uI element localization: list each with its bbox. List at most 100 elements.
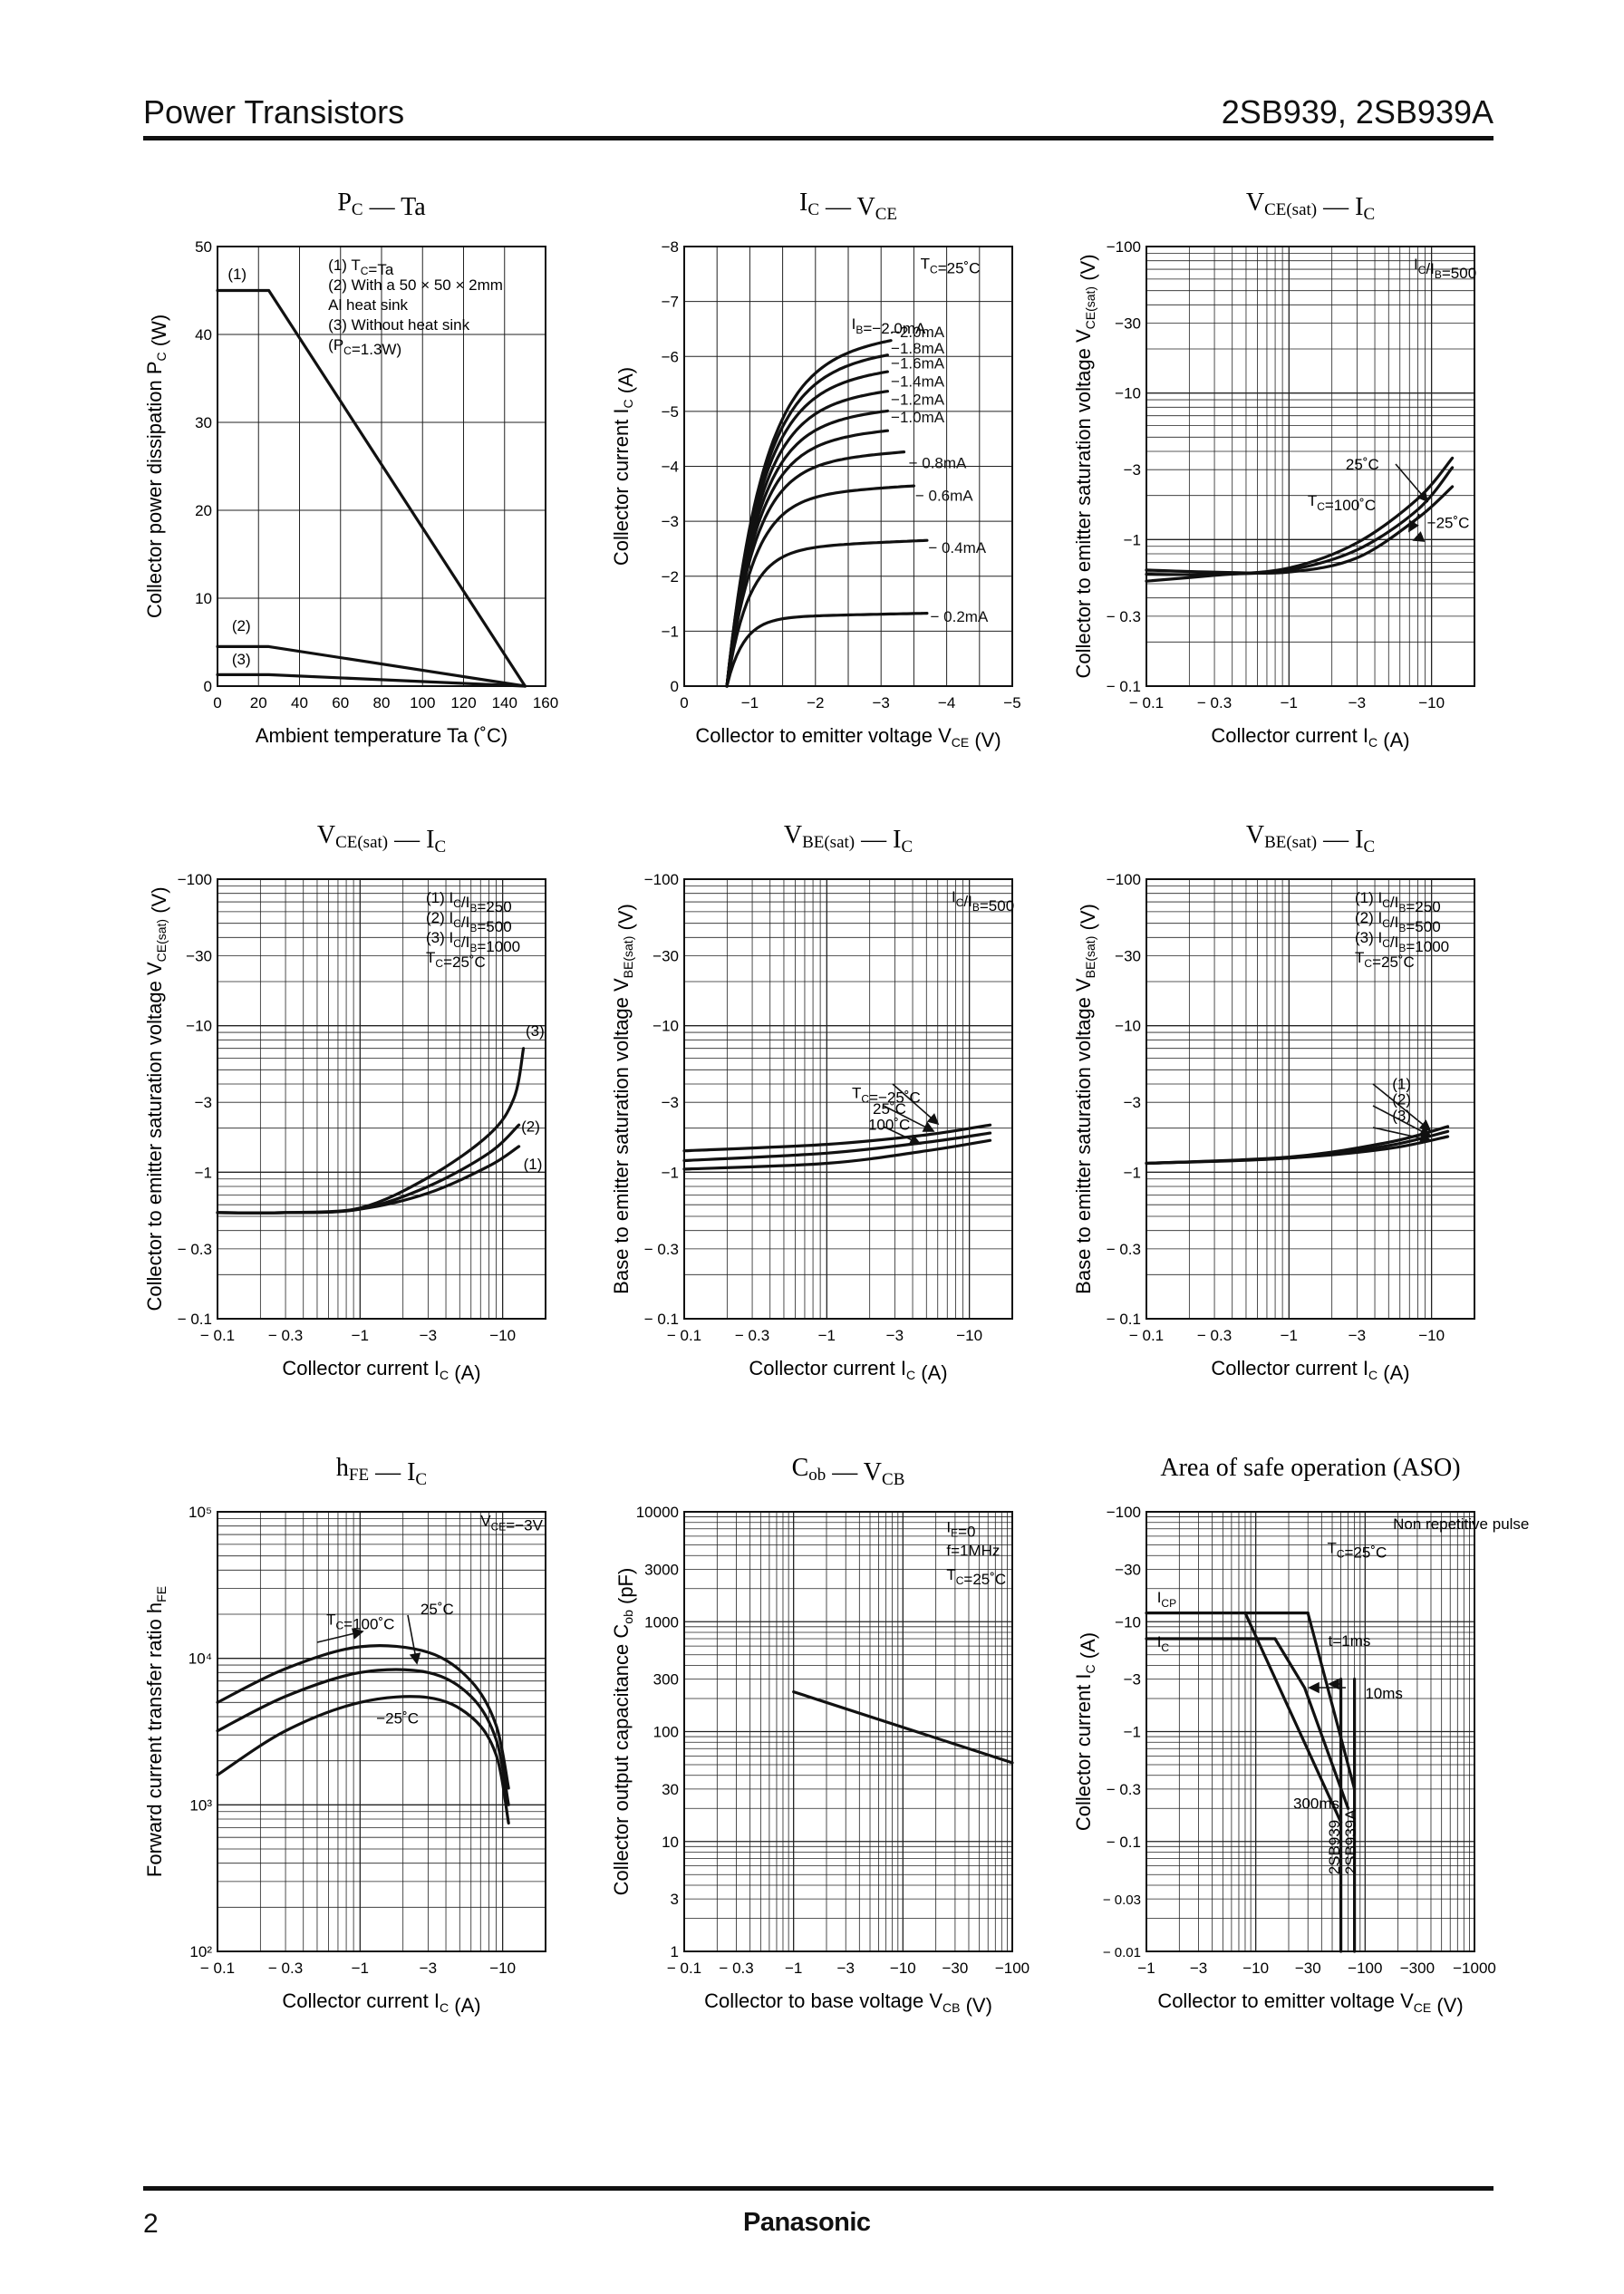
grid-lines (217, 246, 546, 687)
legend-line: (2) With a 50 × 50 × 2mm (328, 276, 503, 294)
y-tick-label: 20 (195, 502, 212, 519)
plot-frame (683, 878, 1013, 1320)
series-label: −1.6mA (891, 355, 945, 373)
series-group (725, 339, 929, 688)
arrow-head (352, 1628, 364, 1640)
y-tick-label: 10000 (636, 1504, 679, 1521)
y-tick-label: −1 (662, 1164, 679, 1181)
series-line (216, 1668, 510, 1806)
arrow-tc-100 (883, 1126, 922, 1146)
arrow-3 (1372, 1127, 1432, 1144)
arrow-head (908, 1134, 922, 1146)
x-tick-label: −2 (807, 694, 824, 711)
y-tick-label: −10 (1115, 385, 1141, 402)
arrow-head (1408, 519, 1419, 533)
x-tick-label: 60 (332, 694, 349, 711)
x-tick-label: 0 (680, 694, 688, 711)
series-line (216, 1644, 510, 1790)
arrow-1ms (1328, 1678, 1341, 1690)
chart-vbesat-ic-temp: VBE(sat) — IC − 0.1 − 0.3 −1 −3 −10 − 0.1 − 0.3… (610, 821, 1014, 1384)
x-tick-label: 160 (533, 694, 558, 711)
annotation-label: IC/IB=500 (1414, 256, 1476, 282)
grid-lines (1146, 1511, 1475, 1952)
x-tick-label: −10 (1242, 1960, 1269, 1977)
y-axis-label: Collector to emitter saturation voltage … (1072, 254, 1099, 678)
series-group (216, 1644, 510, 1825)
x-tick-label: −3 (837, 1960, 855, 1977)
legend-line: (1) IC/IB=250 (1355, 889, 1441, 915)
y-axis-label: Collector output capacitance Cob (pF) (610, 1568, 637, 1896)
x-axis-label: Collector current IC (A) (282, 1357, 480, 1384)
y-tick-label: 10 (195, 590, 212, 607)
y-tick-label: − 0.01 (1103, 1945, 1141, 1960)
annotation-label: −25˚C (376, 1709, 419, 1727)
series-line (725, 484, 915, 688)
annotation-label: (3) (1392, 1107, 1411, 1124)
y-tick-label: −30 (652, 948, 679, 965)
y-tick-label: −100 (178, 871, 212, 888)
y-tick-label: 10² (189, 1943, 212, 1960)
arrow-head (1416, 489, 1429, 503)
chart-cob-vcb: Cob — VCB − 0.1 − 0.3 −1 −3 −10 −30 −100 1 3 10 30 1… (610, 1454, 1030, 2017)
y-tick-label: 10⁵ (188, 1504, 212, 1521)
page-number: 2 (143, 2209, 159, 2239)
series-line (216, 644, 527, 688)
y-tick-label: −100 (1107, 871, 1141, 888)
y-tick-label: −8 (662, 238, 679, 256)
series-line (725, 370, 889, 688)
legend-line: (3) IC/IB=1000 (426, 929, 520, 955)
annotation-label: 10ms (1365, 1685, 1403, 1702)
y-tick-label: − 0.1 (178, 1311, 212, 1328)
page-header-title: Power Transistors (143, 93, 405, 131)
series-label: −1.2mA (891, 392, 945, 409)
series-label: − 0.8mA (909, 454, 967, 471)
x-tick-label: −3 (1190, 1960, 1207, 1977)
y-tick-label: −6 (662, 348, 679, 365)
arrow-hfe-100c (316, 1628, 364, 1643)
arrow-head (922, 1121, 935, 1132)
x-axis-label: Collector current IC (A) (1211, 1357, 1409, 1384)
grid-lines (683, 878, 1013, 1320)
y-tick-label: −100 (644, 871, 679, 888)
y-tick-label: −3 (1124, 461, 1141, 479)
x-axis-label: Collector to emitter voltage VCE (V) (1157, 1989, 1463, 2017)
annotation-label: IB=−2.0mA (852, 315, 926, 337)
series-line (725, 390, 889, 688)
series-line (725, 450, 906, 688)
annotation-label: 2SB939A (1342, 1809, 1359, 1874)
series-line (682, 1131, 992, 1163)
arrow-tc-minus25 (892, 1083, 940, 1126)
x-tick-label: −100 (1348, 1960, 1382, 1977)
annotation-label: (1) (524, 1156, 543, 1173)
annotation-label: 25˚C (420, 1601, 454, 1618)
y-tick-label: −1 (195, 1164, 212, 1181)
grid-lines (1146, 878, 1475, 1320)
y-tick-label: −3 (662, 513, 679, 530)
series-group (792, 1690, 1014, 1765)
chart-vbesat-ic-ratio: VBE(sat) — IC − 0.1 − 0.3 −1 −3 −10 − 0.1 − 0.3… (1072, 821, 1475, 1384)
x-tick-label: −1 (352, 1960, 369, 1977)
y-tick-label: −1 (1124, 1724, 1141, 1741)
series-line (792, 1690, 1014, 1765)
chart-title: VBE(sat) — IC (784, 821, 913, 857)
y-tick-label: −30 (1115, 1561, 1141, 1578)
y-tick-label: 0 (671, 678, 679, 695)
series-line (1243, 1612, 1343, 1824)
x-tick-label: −3 (1348, 1327, 1366, 1344)
annotation-label: (1) (1392, 1075, 1411, 1092)
x-tick-label: − 0.1 (200, 1960, 235, 1977)
y-tick-label: 3 (671, 1891, 679, 1908)
series-label: − 0.4mA (928, 539, 986, 557)
x-tick-label: −1 (741, 694, 759, 711)
plot-frame (1146, 246, 1475, 687)
series-line (1306, 1612, 1357, 1791)
chart-title: IC — VCE (799, 189, 897, 224)
y-tick-label: − 0.3 (1107, 1241, 1141, 1258)
y-tick-label: −1 (1124, 531, 1141, 548)
series-line (725, 409, 889, 688)
y-tick-label: −10 (1115, 1018, 1141, 1035)
chart-aso: Area of safe operation (ASO) −1 −3 −10 −30 −1… (1072, 1454, 1529, 2017)
series-line (682, 1123, 992, 1153)
chart-title: VCE(sat) — IC (317, 821, 446, 857)
x-tick-label: −4 (938, 694, 955, 711)
